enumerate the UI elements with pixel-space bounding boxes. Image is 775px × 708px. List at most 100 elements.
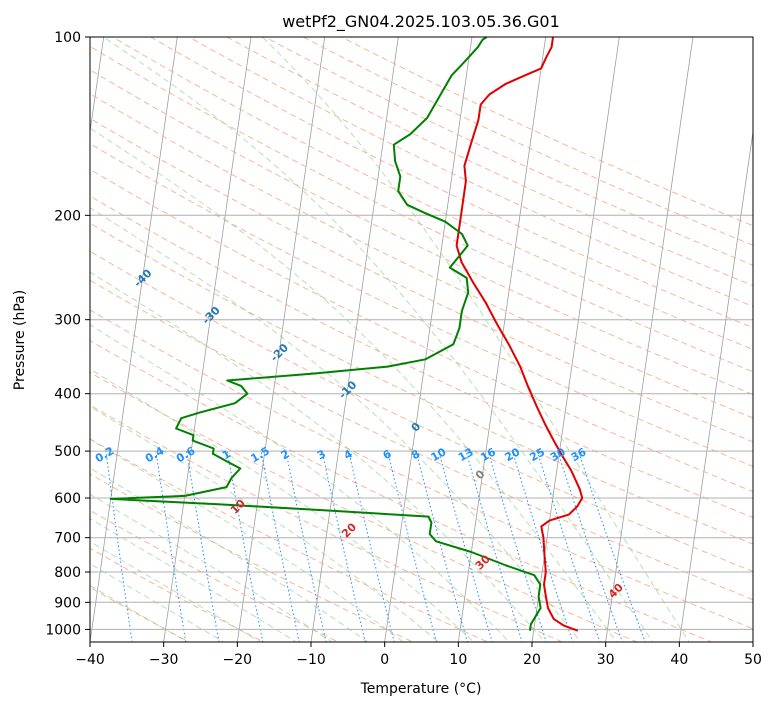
isotherm-line xyxy=(90,37,105,135)
isotherm-label: -60 xyxy=(0,192,18,215)
mixing-ratio-line xyxy=(387,450,437,642)
isotherm-line xyxy=(678,128,753,642)
dry-adiabat-line xyxy=(90,69,753,396)
moist-adiabat-line xyxy=(90,271,546,642)
dewpoint-profile-line xyxy=(109,37,542,631)
dry-adiabat-line xyxy=(90,438,489,642)
moist-adiabat-line xyxy=(90,563,225,642)
x-tick-label: −20 xyxy=(223,652,253,668)
mixing-ratio-label: 6 xyxy=(381,447,394,462)
mixing-ratio-label: 1 xyxy=(220,447,233,462)
mixing-ratio-line xyxy=(105,451,133,642)
y-tick-label: 600 xyxy=(54,491,81,507)
isotherm-label: -10 xyxy=(336,378,359,401)
mixing-ratio-label: 20 xyxy=(503,445,523,464)
isotherm-line xyxy=(457,37,547,642)
x-tick-label: 40 xyxy=(670,652,688,668)
dry-adiabat-line xyxy=(90,509,340,642)
y-tick-label: 500 xyxy=(54,444,81,460)
x-ticks: −40 −30 −20 −10 0 10 20 30 40 50 xyxy=(75,642,762,668)
dry-adiabat-line xyxy=(90,404,564,642)
x-tick-label: 20 xyxy=(523,652,541,668)
x-tick-label: 30 xyxy=(597,652,615,668)
dry-adiabat-label: 30 xyxy=(473,552,493,572)
dry-adiabat-line xyxy=(90,309,753,630)
dry-adiabat-line xyxy=(90,340,714,642)
dry-adiabat-line xyxy=(90,168,753,493)
x-tick-label: 0 xyxy=(380,652,389,668)
y-tick-label: 200 xyxy=(54,208,81,224)
mixing-ratio-label: 0.6 xyxy=(174,444,198,465)
y-axis-label: Pressure (hPa) xyxy=(12,290,28,390)
mixing-ratio-label: 36 xyxy=(569,445,589,464)
x-tick-label: −30 xyxy=(149,652,179,668)
mixing-ratio-label: 4 xyxy=(342,447,355,462)
dry-adiabat-line xyxy=(90,45,753,373)
x-tick-label: 50 xyxy=(744,652,762,668)
dry-adiabat-label: 10 xyxy=(228,497,248,517)
mixing-ratio-line xyxy=(226,451,264,642)
mixing-ratio-label: 3 xyxy=(315,447,328,462)
moist-adiabat-line xyxy=(90,207,582,642)
dry-adiabat-line xyxy=(90,93,753,419)
y-tick-label: 800 xyxy=(54,565,81,581)
y-tick-label: 400 xyxy=(54,387,81,403)
isotherm-label: -20 xyxy=(268,341,291,364)
mixing-ratio-label: 1.5 xyxy=(249,444,272,465)
dry-adiabat-line xyxy=(90,250,753,573)
mixing-ratio-label: 10 xyxy=(429,445,449,464)
y-tick-label: 1000 xyxy=(45,622,81,638)
y-tick-label: 300 xyxy=(54,313,81,329)
dry-adiabat-line xyxy=(90,279,753,601)
mixing-ratio-line xyxy=(415,450,469,642)
dry-adiabat-line xyxy=(90,142,753,467)
profiles xyxy=(109,37,584,632)
isotherm-line xyxy=(384,37,473,642)
mixing-ratio-line xyxy=(348,450,395,642)
dry-adiabat-line xyxy=(264,37,753,266)
pressure-gridlines xyxy=(90,37,753,630)
mixing-ratio-line xyxy=(321,450,366,642)
dry-adiabat-line xyxy=(90,473,415,642)
dry-adiabat-line xyxy=(90,195,753,519)
moist-adiabat-line xyxy=(90,541,262,642)
chart-title: wetPf2_GN04.2025.103.05.36.G01 xyxy=(282,12,560,32)
isotherm-line xyxy=(605,37,694,642)
x-tick-label: 10 xyxy=(449,652,467,668)
y-tick-label: 100 xyxy=(54,30,81,46)
isotherm-line xyxy=(236,37,326,642)
plot-frame xyxy=(89,36,754,643)
isotherm-label: -30 xyxy=(200,304,223,327)
mixing-ratio-label: 0.4 xyxy=(143,444,167,465)
dry-adiabat-label: 40 xyxy=(606,581,626,601)
dry-adiabat-line xyxy=(187,37,753,307)
x-axis-label: Temperature (°C) xyxy=(360,681,482,697)
y-ticks: 1000 900 800 700 600 500 400 300 200 100 xyxy=(45,30,90,638)
y-tick-label: 900 xyxy=(54,595,81,611)
dry-adiabat-line xyxy=(225,37,753,287)
isotherm-line xyxy=(310,37,399,642)
dry-adiabat-line xyxy=(111,37,753,351)
dry-adiabat-line xyxy=(90,371,639,642)
dry-adiabat-line xyxy=(90,222,753,545)
mixing-ratio-label: 0.2 xyxy=(93,444,116,465)
temperature-profile-line xyxy=(455,37,584,632)
background-lines xyxy=(90,37,753,642)
dry-adiabat-line xyxy=(90,586,190,642)
isotherm-line xyxy=(163,37,252,642)
mixing-ratio-line xyxy=(536,450,601,642)
moist-adiabat-line xyxy=(103,37,654,642)
x-tick-label: −40 xyxy=(75,652,105,668)
isotherm-label: -40 xyxy=(131,266,154,289)
x-tick-label: −10 xyxy=(296,652,326,668)
moist-adiabat-line xyxy=(90,368,475,642)
moist-adiabat-line xyxy=(90,584,189,642)
y-tick-label: 700 xyxy=(54,531,81,547)
dry-adiabat-line xyxy=(90,547,265,642)
moist-adiabat-line xyxy=(90,518,298,642)
dry-adiabat-line xyxy=(90,117,753,443)
mixing-ratio-label: 13 xyxy=(456,445,476,464)
mixing-ratio-line xyxy=(260,451,300,642)
mixing-ratio-label: 25 xyxy=(527,445,547,464)
